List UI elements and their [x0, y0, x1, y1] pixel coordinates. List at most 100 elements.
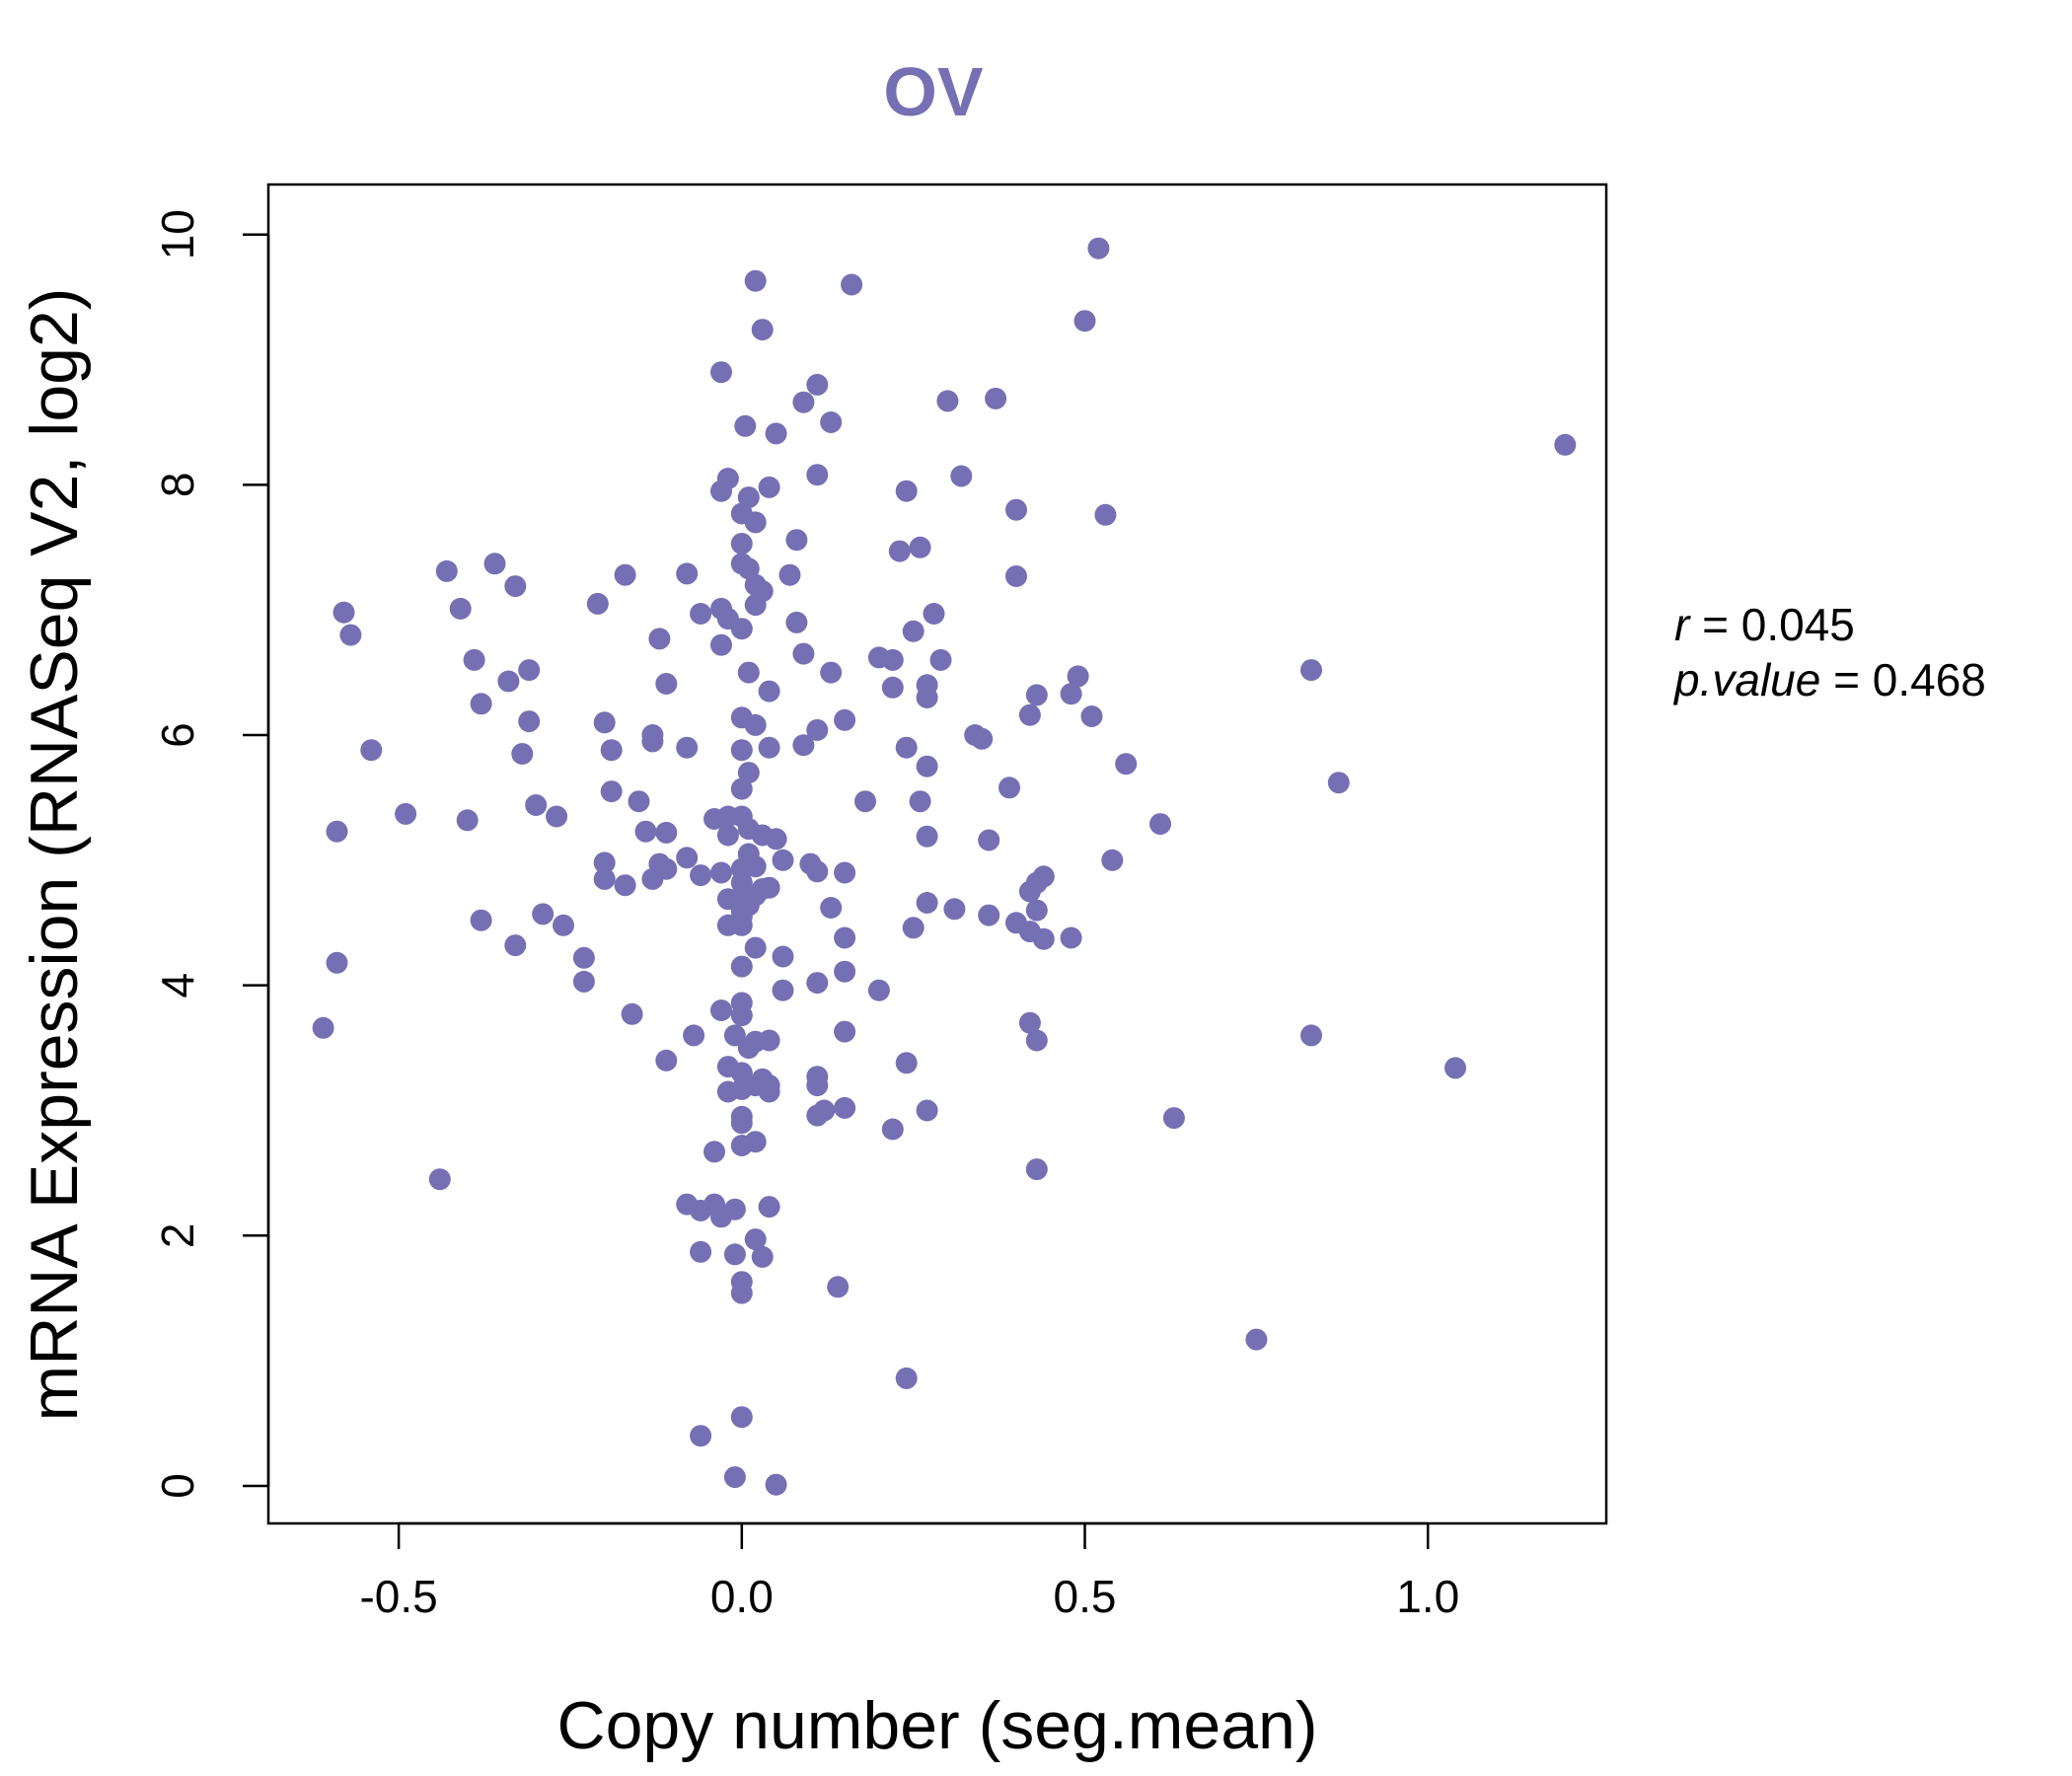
data-point [1245, 1328, 1268, 1351]
data-point [1060, 926, 1082, 949]
data-point [1060, 683, 1082, 705]
data-point [834, 926, 856, 949]
y-tick-label: 0 [152, 1473, 203, 1499]
data-point [895, 1367, 918, 1389]
data-point [978, 829, 1000, 851]
data-point [765, 422, 787, 445]
data-point [765, 1473, 787, 1496]
data-point [730, 955, 753, 978]
data-point [655, 673, 678, 695]
data-point [950, 465, 973, 487]
r-eq: = [1702, 599, 1729, 650]
data-point [730, 533, 753, 555]
data-point [1025, 899, 1048, 922]
data-point [744, 1131, 767, 1153]
data-point [676, 736, 699, 759]
data-point [710, 999, 732, 1021]
data-point [723, 1243, 746, 1266]
data-point [820, 411, 843, 433]
data-point [683, 1024, 705, 1047]
data-point [1073, 310, 1096, 333]
data-point [641, 867, 664, 890]
data-point [710, 861, 732, 884]
data-point [916, 825, 938, 848]
data-point [895, 736, 918, 759]
y-tick-label: 4 [152, 973, 203, 999]
data-point [1101, 849, 1124, 871]
data-point [1025, 1029, 1048, 1052]
data-point [553, 914, 574, 936]
data-point [710, 633, 732, 656]
data-point [572, 946, 595, 969]
data-point [600, 739, 623, 762]
x-axis: -0.5 0.0 0.5 1.0 [359, 1521, 1459, 1622]
data-point [916, 1099, 938, 1122]
data-point [758, 736, 780, 759]
correlation-stats: r = 0.045 p.value = 0.468 [1674, 597, 1986, 707]
data-point [734, 414, 757, 437]
data-point [806, 972, 829, 995]
data-point [820, 897, 843, 919]
x-tick-label: 1.0 [1396, 1571, 1459, 1622]
data-point [1094, 503, 1117, 526]
data-point [655, 821, 678, 844]
data-point [1018, 1011, 1041, 1034]
data-point [834, 960, 856, 983]
data-point [806, 373, 829, 396]
y-axis: 0 2 4 6 8 10 [152, 209, 270, 1499]
data-point [916, 892, 938, 914]
data-point [772, 979, 794, 1001]
data-point [641, 730, 664, 753]
data-point [1080, 705, 1103, 727]
data-point [854, 790, 876, 813]
data-point [339, 624, 362, 646]
data-point [1025, 1158, 1048, 1181]
data-point [1005, 565, 1027, 587]
data-point [655, 1049, 678, 1072]
data-point [758, 1029, 780, 1052]
data-point [737, 762, 760, 784]
data-point [456, 809, 479, 832]
data-point [744, 936, 767, 959]
data-point [909, 790, 931, 813]
data-point [744, 713, 767, 736]
data-point [730, 1282, 753, 1304]
data-point [806, 1074, 829, 1097]
data-point [751, 319, 774, 341]
x-tick-label: 0.0 [710, 1571, 774, 1622]
data-point [806, 860, 829, 883]
data-point [621, 1002, 643, 1025]
p-eq: = [1833, 654, 1860, 705]
data-point [730, 1004, 753, 1027]
data-point [449, 597, 472, 620]
data-point [1018, 703, 1041, 726]
data-point [902, 917, 925, 939]
data-point [737, 557, 760, 580]
data-point [943, 898, 966, 921]
data-point [723, 1024, 746, 1047]
data-point [834, 1096, 856, 1119]
data-point [1115, 753, 1138, 776]
data-point [614, 874, 636, 897]
data-point [758, 680, 780, 703]
data-point [1005, 498, 1027, 521]
data-point [463, 648, 485, 671]
data-point [710, 480, 732, 502]
data-point [614, 563, 636, 586]
data-point [1087, 237, 1110, 259]
chart-title: OV [883, 53, 983, 130]
data-point [999, 777, 1020, 799]
data-point [881, 676, 904, 699]
y-tick-label: 2 [152, 1223, 203, 1249]
data-point [326, 820, 348, 843]
data-point [765, 828, 787, 851]
data-point [737, 661, 760, 684]
data-point [730, 871, 753, 894]
data-point [985, 387, 1007, 409]
data-point [634, 820, 657, 843]
data-point [1300, 1024, 1322, 1047]
data-point [792, 734, 815, 757]
data-point [586, 592, 609, 615]
data-point [723, 1466, 746, 1489]
r-value: 0.045 [1740, 599, 1855, 650]
